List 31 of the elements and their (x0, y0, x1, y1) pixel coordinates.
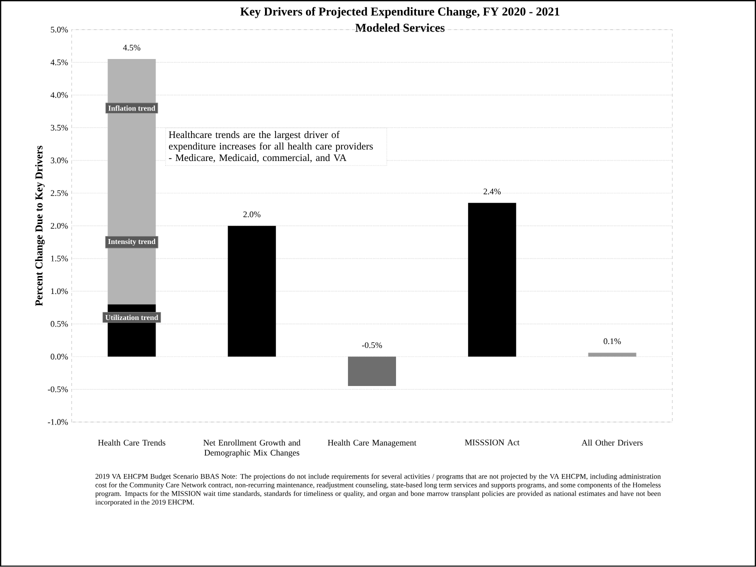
y-tick-label: 2.5% (50, 190, 68, 196)
chart-title: Key Drivers of Projected Expenditure Change, FY 2020 - 2021 (240, 7, 560, 18)
x-tick-label: Net Enrollment Growth and Demographic Mix Changes (203, 440, 300, 458)
bar (468, 203, 516, 357)
x-tick-label: All Other Drivers (582, 440, 643, 446)
y-tick-label: -0.5% (48, 386, 68, 392)
y-tick-label: 0.5% (50, 321, 68, 327)
y-axis-title: Percent Change Due to Key Drivers (35, 146, 45, 306)
x-tick-label: MISSSION Act (464, 440, 520, 446)
total-label: 2.4% (484, 188, 501, 195)
y-tick-label: -1.0% (48, 419, 68, 426)
total-label: 2.0% (243, 212, 260, 218)
y-tick-label: 0.0% (50, 354, 68, 360)
y-tick-label: 1.5% (51, 256, 68, 262)
y-tick-label: 1.0% (51, 288, 68, 294)
total-label: -0.5% (362, 342, 382, 348)
y-tick-label: 4.5% (50, 60, 68, 66)
total-label: 4.5% (123, 44, 140, 51)
annotation: Healthcare trends are the largest driver of expenditure increases for all health care providers - Medicare, Medicaid, commercial, and VA (168, 131, 373, 163)
bar (588, 352, 636, 357)
y-tick-label: 3.5% (50, 124, 68, 131)
total-label: 0.1% (604, 338, 621, 344)
bar (348, 356, 396, 386)
x-tick-label: Health Care Trends (98, 440, 166, 446)
x-tick-label: Health Care Management (328, 440, 416, 448)
y-tick-label: 4.0% (50, 92, 68, 98)
chart-subtitle: Modeled Services (355, 24, 445, 32)
y-tick-label: 3.0% (50, 158, 68, 164)
bar (228, 226, 276, 357)
y-tick-label: 2.0% (50, 223, 68, 229)
y-tick-label: 5.0% (50, 26, 68, 33)
